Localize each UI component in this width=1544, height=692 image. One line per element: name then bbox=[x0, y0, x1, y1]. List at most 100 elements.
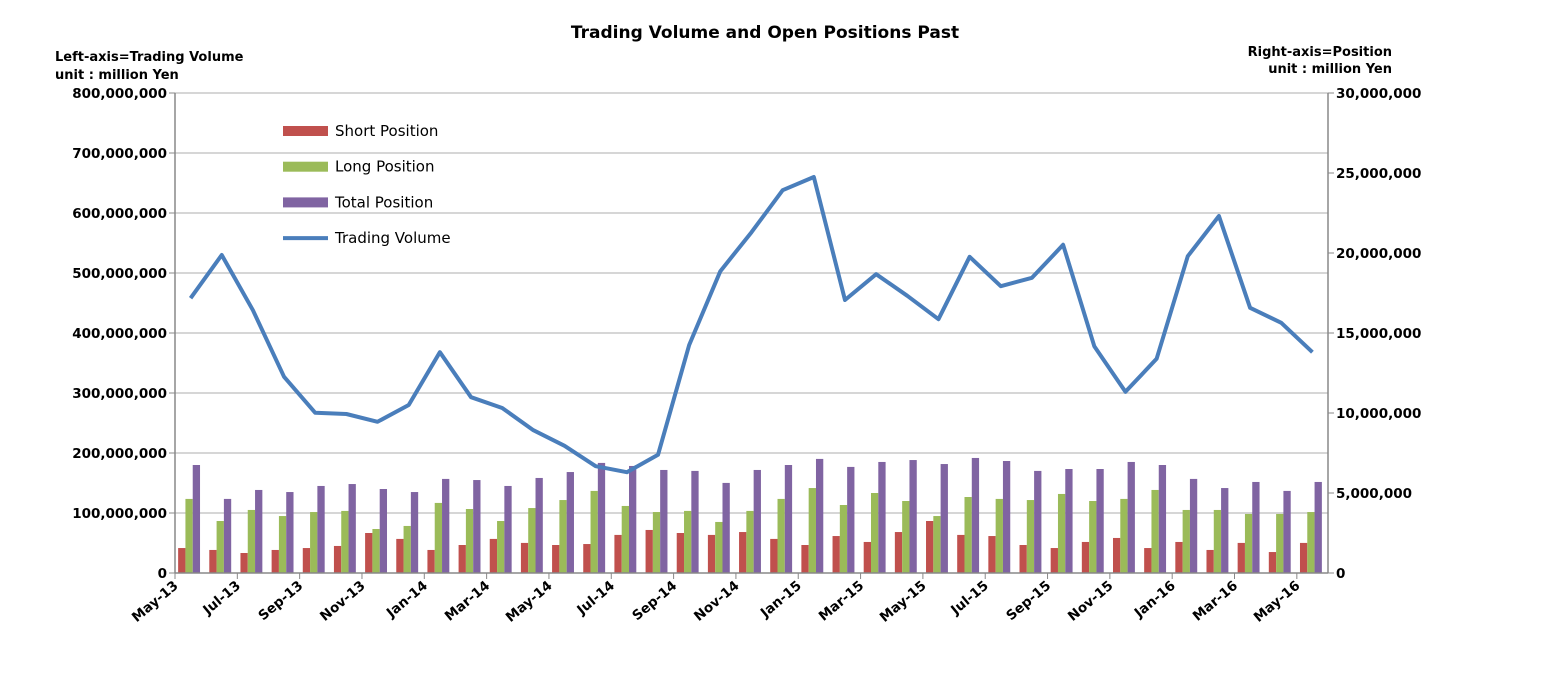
total-position-bar bbox=[1252, 482, 1259, 573]
total-position-bar bbox=[411, 492, 418, 573]
short-position-bar bbox=[833, 536, 840, 573]
legend-label: Trading Volume bbox=[334, 229, 451, 247]
long-position-bar bbox=[1307, 512, 1314, 573]
x-axis-tick-label: Mar-16 bbox=[1190, 578, 1241, 625]
short-position-bar bbox=[864, 542, 871, 573]
trading-volume-line-group bbox=[190, 177, 1312, 472]
total-position-bar bbox=[941, 464, 948, 573]
x-axis-tick-label: Nov-15 bbox=[1065, 578, 1116, 625]
short-position-bar bbox=[240, 553, 247, 573]
total-position-bar bbox=[1003, 461, 1010, 573]
total-position-bar bbox=[193, 465, 200, 573]
x-axis-tick-label: May-13 bbox=[129, 578, 182, 626]
x-axis-tick-label: Jan-15 bbox=[757, 578, 805, 622]
x-axis-tick-label: Jul-13 bbox=[199, 578, 243, 619]
right-axis-tick-label: 20,000,000 bbox=[1336, 246, 1421, 262]
left-axis-tick-label: 700,000,000 bbox=[72, 146, 167, 162]
long-position-bar bbox=[1089, 501, 1096, 573]
short-position-bar bbox=[1238, 543, 1245, 573]
left-axis-tick-label: 800,000,000 bbox=[72, 86, 167, 102]
long-position-bar bbox=[248, 510, 255, 573]
total-position-bar bbox=[1221, 488, 1228, 573]
long-position-bar bbox=[684, 511, 691, 573]
right-axis-tick-label: 25,000,000 bbox=[1336, 166, 1421, 182]
long-position-bar bbox=[902, 501, 909, 573]
total-position-bar bbox=[816, 459, 823, 573]
total-position-bar bbox=[1315, 482, 1322, 573]
left-axis-tick-label: 0 bbox=[158, 566, 167, 582]
long-position-bar bbox=[715, 522, 722, 573]
x-axis-tick-label: Nov-14 bbox=[691, 578, 742, 625]
total-position-bar bbox=[598, 463, 605, 573]
left-axis-tick-label: 300,000,000 bbox=[72, 386, 167, 402]
short-position-bar bbox=[303, 548, 310, 573]
short-position-bar bbox=[739, 532, 746, 573]
total-position-bar bbox=[909, 460, 916, 573]
total-position-bar bbox=[1190, 479, 1197, 573]
short-position-bar bbox=[957, 535, 964, 573]
long-position-bar bbox=[1027, 500, 1034, 573]
x-axis-tick-label: Sep-13 bbox=[255, 578, 306, 624]
left-axis-tick-label: 100,000,000 bbox=[72, 506, 167, 522]
total-position-bar bbox=[1034, 471, 1041, 573]
short-position-bar bbox=[1020, 545, 1027, 573]
short-position-bar bbox=[677, 533, 684, 573]
legend-label: Short Position bbox=[335, 122, 438, 140]
total-position-bar bbox=[660, 470, 667, 573]
total-position-bar bbox=[224, 499, 231, 573]
short-position-bar bbox=[209, 550, 216, 573]
total-position-bar bbox=[972, 458, 979, 573]
x-axis-tick-label: May-14 bbox=[503, 578, 556, 626]
x-axis-tick-label: Sep-15 bbox=[1003, 578, 1054, 624]
left-axis-tick-label: 500,000,000 bbox=[72, 266, 167, 282]
short-position-bar bbox=[614, 535, 621, 573]
short-position-bar bbox=[334, 546, 341, 573]
short-position-bar bbox=[178, 548, 185, 573]
short-position-bar bbox=[646, 530, 653, 573]
long-position-bar bbox=[310, 512, 317, 573]
gridlines bbox=[175, 93, 1328, 513]
x-axis-tick-label: Jan-14 bbox=[383, 578, 431, 622]
legend-swatch bbox=[283, 197, 328, 207]
right-axis-unit: unit : million Yen bbox=[1268, 62, 1392, 77]
left-axis-tick-label: 200,000,000 bbox=[72, 446, 167, 462]
right-axis-tick-label: 10,000,000 bbox=[1336, 406, 1421, 422]
long-position-bar bbox=[559, 500, 566, 573]
long-position-bar bbox=[497, 521, 504, 573]
long-position-bar bbox=[1120, 499, 1127, 573]
total-position-bar bbox=[442, 479, 449, 573]
x-axis-tick-label: May-15 bbox=[877, 578, 930, 626]
right-axis-tick-label: 15,000,000 bbox=[1336, 326, 1421, 342]
short-position-bar bbox=[801, 545, 808, 573]
legend-swatch bbox=[283, 162, 328, 172]
total-position-bar bbox=[878, 462, 885, 573]
left-axis-unit: unit : million Yen bbox=[55, 68, 179, 83]
total-position-bar bbox=[255, 490, 262, 573]
short-position-bar bbox=[1269, 552, 1276, 573]
right-axis-tick-label: 30,000,000 bbox=[1336, 86, 1421, 102]
right-axis-tick-label: 0 bbox=[1336, 566, 1345, 582]
total-position-bar bbox=[1065, 469, 1072, 573]
bars bbox=[178, 458, 1322, 573]
long-position-bar bbox=[964, 497, 971, 573]
long-position-bar bbox=[435, 503, 442, 573]
long-position-bar bbox=[279, 516, 286, 573]
short-position-bar bbox=[1206, 550, 1213, 573]
long-position-bar bbox=[185, 499, 192, 573]
short-position-bar bbox=[926, 521, 933, 573]
short-position-bar bbox=[521, 543, 528, 573]
short-position-bar bbox=[895, 532, 902, 573]
x-axis-tick-label: Jan-16 bbox=[1131, 578, 1179, 622]
total-position-bar bbox=[785, 465, 792, 573]
x-axis-tick-label: Nov-13 bbox=[317, 578, 368, 625]
short-position-bar bbox=[708, 535, 715, 573]
short-position-bar bbox=[365, 533, 372, 573]
long-position-bar bbox=[622, 506, 629, 573]
long-position-bar bbox=[372, 529, 379, 573]
total-position-bar bbox=[317, 486, 324, 573]
long-position-bar bbox=[933, 516, 940, 573]
total-position-bar bbox=[349, 484, 356, 573]
long-position-bar bbox=[1151, 490, 1158, 573]
total-position-bar bbox=[629, 466, 636, 573]
